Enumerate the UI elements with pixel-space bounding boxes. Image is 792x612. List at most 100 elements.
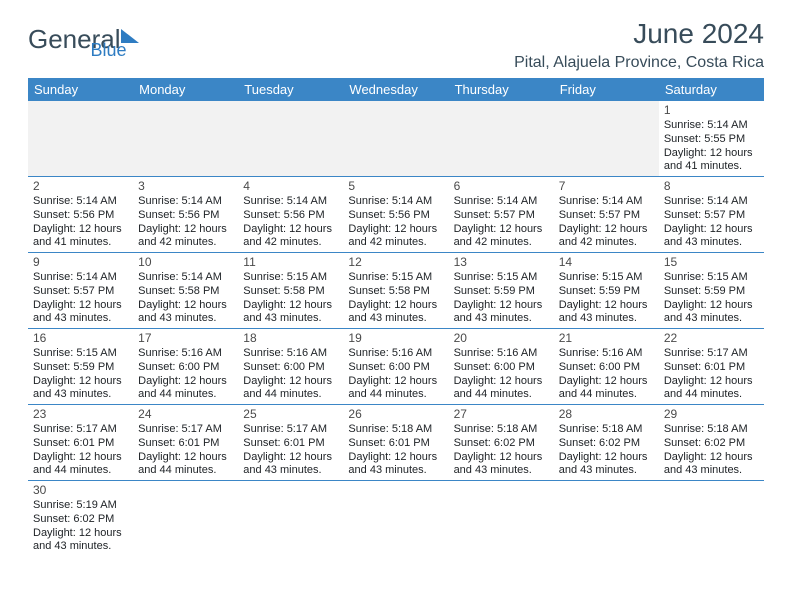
daylight-line: Daylight: 12 hours and 44 minutes. (243, 375, 338, 403)
day-number: 22 (664, 331, 759, 346)
sunset-line: Sunset: 5:58 PM (348, 285, 443, 299)
calendar-week: 9Sunrise: 5:14 AMSunset: 5:57 PMDaylight… (28, 253, 764, 329)
sunrise-line: Sunrise: 5:16 AM (454, 347, 549, 361)
calendar-cell: 29Sunrise: 5:18 AMSunset: 6:02 PMDayligh… (659, 405, 764, 481)
sunrise-line: Sunrise: 5:17 AM (33, 423, 128, 437)
daylight-line: Daylight: 12 hours and 43 minutes. (33, 375, 128, 403)
daylight-line: Daylight: 12 hours and 42 minutes. (243, 223, 338, 251)
sunset-line: Sunset: 5:56 PM (138, 209, 233, 223)
calendar-cell (238, 101, 343, 177)
sunset-line: Sunset: 6:02 PM (454, 437, 549, 451)
sunset-line: Sunset: 5:57 PM (33, 285, 128, 299)
calendar-cell: 18Sunrise: 5:16 AMSunset: 6:00 PMDayligh… (238, 329, 343, 405)
day-number: 24 (138, 407, 233, 422)
sunset-line: Sunset: 6:02 PM (33, 513, 128, 527)
day-number: 20 (454, 331, 549, 346)
calendar-cell: 21Sunrise: 5:16 AMSunset: 6:00 PMDayligh… (554, 329, 659, 405)
calendar-cell: 10Sunrise: 5:14 AMSunset: 5:58 PMDayligh… (133, 253, 238, 329)
calendar-week: 30Sunrise: 5:19 AMSunset: 6:02 PMDayligh… (28, 481, 764, 557)
sunrise-line: Sunrise: 5:15 AM (348, 271, 443, 285)
calendar-cell: 23Sunrise: 5:17 AMSunset: 6:01 PMDayligh… (28, 405, 133, 481)
daylight-line: Daylight: 12 hours and 42 minutes. (348, 223, 443, 251)
sunrise-line: Sunrise: 5:19 AM (33, 499, 128, 513)
day-number: 14 (559, 255, 654, 270)
day-number: 15 (664, 255, 759, 270)
daylight-line: Daylight: 12 hours and 43 minutes. (454, 451, 549, 479)
calendar-cell (133, 101, 238, 177)
weekday-header: Tuesday (238, 78, 343, 101)
calendar-cell: 14Sunrise: 5:15 AMSunset: 5:59 PMDayligh… (554, 253, 659, 329)
sunset-line: Sunset: 6:01 PM (348, 437, 443, 451)
brand-logo: General Blue (28, 18, 127, 61)
sunset-line: Sunset: 5:57 PM (454, 209, 549, 223)
calendar-cell: 17Sunrise: 5:16 AMSunset: 6:00 PMDayligh… (133, 329, 238, 405)
day-number: 17 (138, 331, 233, 346)
sunset-line: Sunset: 6:01 PM (664, 361, 759, 375)
calendar-week: 2Sunrise: 5:14 AMSunset: 5:56 PMDaylight… (28, 177, 764, 253)
sunset-line: Sunset: 6:00 PM (348, 361, 443, 375)
day-number: 6 (454, 179, 549, 194)
sunset-line: Sunset: 5:59 PM (664, 285, 759, 299)
sunrise-line: Sunrise: 5:14 AM (454, 195, 549, 209)
weekday-header: Thursday (449, 78, 554, 101)
sunrise-line: Sunrise: 5:14 AM (664, 119, 759, 133)
day-number: 28 (559, 407, 654, 422)
calendar-cell: 22Sunrise: 5:17 AMSunset: 6:01 PMDayligh… (659, 329, 764, 405)
sunset-line: Sunset: 5:59 PM (454, 285, 549, 299)
sunrise-line: Sunrise: 5:14 AM (33, 195, 128, 209)
sunrise-line: Sunrise: 5:15 AM (454, 271, 549, 285)
daylight-line: Daylight: 12 hours and 43 minutes. (454, 299, 549, 327)
sunset-line: Sunset: 5:57 PM (664, 209, 759, 223)
weekday-header: Wednesday (343, 78, 448, 101)
daylight-line: Daylight: 12 hours and 43 minutes. (348, 451, 443, 479)
day-number: 5 (348, 179, 443, 194)
sunset-line: Sunset: 6:00 PM (138, 361, 233, 375)
day-number: 27 (454, 407, 549, 422)
sunrise-line: Sunrise: 5:17 AM (138, 423, 233, 437)
calendar-cell (238, 481, 343, 557)
sunrise-line: Sunrise: 5:18 AM (664, 423, 759, 437)
calendar-cell: 7Sunrise: 5:14 AMSunset: 5:57 PMDaylight… (554, 177, 659, 253)
sunset-line: Sunset: 6:00 PM (454, 361, 549, 375)
daylight-line: Daylight: 12 hours and 44 minutes. (348, 375, 443, 403)
calendar-cell (133, 481, 238, 557)
sunset-line: Sunset: 5:58 PM (138, 285, 233, 299)
calendar-cell: 16Sunrise: 5:15 AMSunset: 5:59 PMDayligh… (28, 329, 133, 405)
daylight-line: Daylight: 12 hours and 41 minutes. (664, 147, 759, 175)
title-block: June 2024 Pital, Alajuela Province, Cost… (514, 18, 764, 72)
day-number: 29 (664, 407, 759, 422)
calendar-cell: 11Sunrise: 5:15 AMSunset: 5:58 PMDayligh… (238, 253, 343, 329)
daylight-line: Daylight: 12 hours and 43 minutes. (664, 451, 759, 479)
sunset-line: Sunset: 5:59 PM (559, 285, 654, 299)
daylight-line: Daylight: 12 hours and 44 minutes. (33, 451, 128, 479)
sunrise-line: Sunrise: 5:14 AM (348, 195, 443, 209)
daylight-line: Daylight: 12 hours and 43 minutes. (664, 299, 759, 327)
calendar-cell (554, 101, 659, 177)
sunset-line: Sunset: 5:56 PM (33, 209, 128, 223)
day-number: 1 (664, 103, 759, 118)
day-number: 26 (348, 407, 443, 422)
sunset-line: Sunset: 6:00 PM (559, 361, 654, 375)
calendar-cell: 27Sunrise: 5:18 AMSunset: 6:02 PMDayligh… (449, 405, 554, 481)
daylight-line: Daylight: 12 hours and 43 minutes. (138, 299, 233, 327)
sunset-line: Sunset: 5:57 PM (559, 209, 654, 223)
calendar-cell: 4Sunrise: 5:14 AMSunset: 5:56 PMDaylight… (238, 177, 343, 253)
calendar-cell: 6Sunrise: 5:14 AMSunset: 5:57 PMDaylight… (449, 177, 554, 253)
day-number: 10 (138, 255, 233, 270)
daylight-line: Daylight: 12 hours and 44 minutes. (454, 375, 549, 403)
calendar-cell: 25Sunrise: 5:17 AMSunset: 6:01 PMDayligh… (238, 405, 343, 481)
calendar-cell: 5Sunrise: 5:14 AMSunset: 5:56 PMDaylight… (343, 177, 448, 253)
calendar-cell: 19Sunrise: 5:16 AMSunset: 6:00 PMDayligh… (343, 329, 448, 405)
daylight-line: Daylight: 12 hours and 44 minutes. (138, 451, 233, 479)
weekday-header: Sunday (28, 78, 133, 101)
sunrise-line: Sunrise: 5:17 AM (243, 423, 338, 437)
sunset-line: Sunset: 6:02 PM (664, 437, 759, 451)
daylight-line: Daylight: 12 hours and 43 minutes. (664, 223, 759, 251)
sunrise-line: Sunrise: 5:14 AM (138, 271, 233, 285)
calendar-week: 16Sunrise: 5:15 AMSunset: 5:59 PMDayligh… (28, 329, 764, 405)
daylight-line: Daylight: 12 hours and 41 minutes. (33, 223, 128, 251)
day-number: 7 (559, 179, 654, 194)
sunset-line: Sunset: 5:58 PM (243, 285, 338, 299)
daylight-line: Daylight: 12 hours and 44 minutes. (138, 375, 233, 403)
sunrise-line: Sunrise: 5:14 AM (664, 195, 759, 209)
